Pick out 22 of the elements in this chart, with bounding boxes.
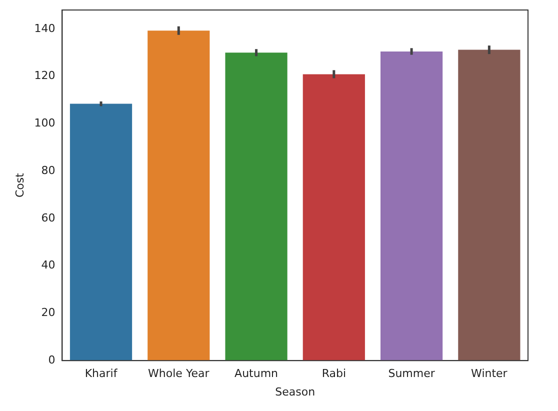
x-tick-label: Summer <box>388 367 436 380</box>
y-tick-label: 100 <box>34 116 56 130</box>
bar <box>458 50 520 361</box>
y-tick-label: 60 <box>41 211 56 224</box>
bar <box>302 74 365 361</box>
y-tick-label: 140 <box>34 22 56 35</box>
y-axis-title: Cost <box>13 172 26 198</box>
x-tick-label: Kharif <box>84 367 118 380</box>
x-tick-label: Rabi <box>322 367 346 380</box>
y-tick-label: 0 <box>48 353 56 366</box>
y-tick-label: 20 <box>41 306 56 320</box>
x-tick-label: Winter <box>471 367 508 380</box>
x-axis-title: Season <box>275 385 316 398</box>
x-tick-label: Whole Year <box>148 367 210 380</box>
y-tick-label: 80 <box>41 164 56 177</box>
bar <box>70 104 132 361</box>
y-tick-label: 120 <box>34 69 56 82</box>
bar <box>148 30 210 361</box>
y-tick-label: 40 <box>41 258 56 272</box>
x-tick-label: Autumn <box>234 367 278 380</box>
bar <box>380 51 443 361</box>
bar <box>225 52 288 361</box>
